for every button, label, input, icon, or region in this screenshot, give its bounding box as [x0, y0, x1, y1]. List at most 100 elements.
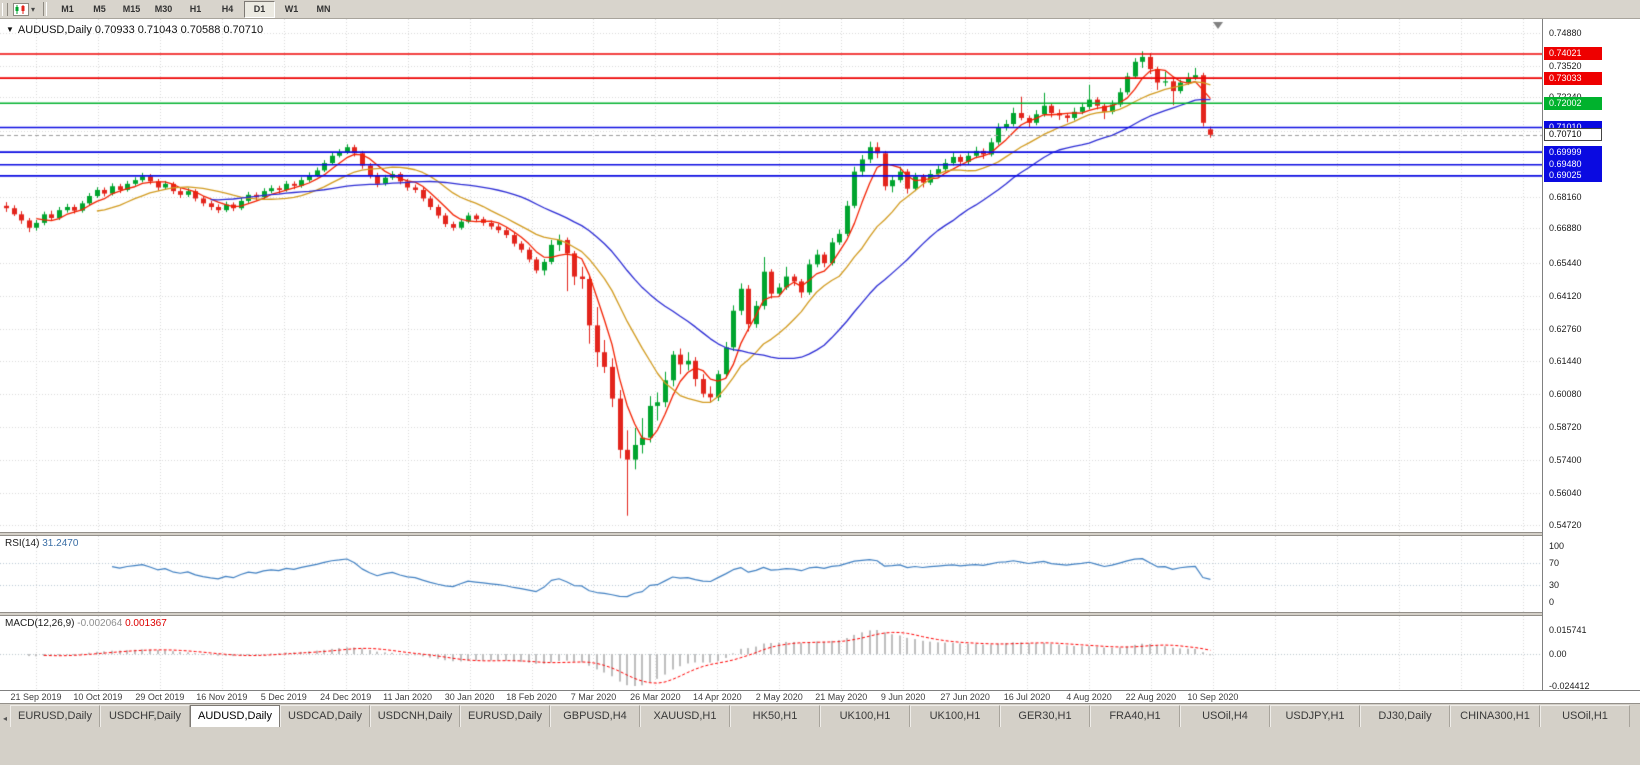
timeframe-button-group: M1 M5 M15 M30 H1 H4 D1 W1 MN [52, 0, 340, 18]
date-label: 10 Oct 2019 [73, 692, 123, 702]
timeframe-button-h4[interactable]: H4 [221, 3, 234, 14]
date-label: 29 Oct 2019 [135, 692, 185, 702]
date-label: 2 May 2020 [755, 692, 803, 702]
macd-panel-canvas[interactable] [0, 616, 1542, 690]
price-axis-label: 0.66880 [1549, 223, 1582, 234]
price-tag: 0.74021 [1544, 47, 1602, 61]
price-tag: 0.69025 [1544, 169, 1602, 183]
price-axis[interactable]: 0.748800.735200.722400.681600.668800.654… [1542, 19, 1640, 691]
date-label: 26 Mar 2020 [630, 692, 681, 702]
date-label: 30 Jan 2020 [444, 692, 495, 702]
chart-tab-usdjpy-h1[interactable]: USDJPY,H1 [1270, 705, 1360, 727]
timeframe-button-w1[interactable]: W1 [284, 3, 299, 14]
price-axis-label: 0.61440 [1549, 356, 1582, 366]
chart-tab-usdchf-daily[interactable]: USDCHF,Daily [100, 705, 190, 727]
dropdown-caret-icon[interactable]: ▾ [31, 4, 36, 14]
chart-tab-audusd-daily[interactable]: AUDUSD,Daily [190, 705, 280, 728]
date-label: 18 Feb 2020 [506, 692, 557, 702]
date-label: 21 Sep 2019 [10, 692, 62, 702]
price-axis-label: 0.60080 [1549, 389, 1582, 400]
date-label: 16 Jul 2020 [1003, 692, 1051, 702]
date-label: 7 Mar 2020 [570, 692, 617, 702]
macd-axis-label: 0.00 [1549, 649, 1567, 660]
rsi-level-label: 30 [1549, 580, 1560, 591]
window-bottom-area [0, 727, 1640, 765]
chart-tab-usoil-h4[interactable]: USOil,H4 [1180, 705, 1270, 727]
timeframe-button-m15[interactable]: M15 [122, 3, 141, 14]
date-label: 10 Sep 2020 [1187, 692, 1239, 702]
rsi-level-label: 100 [1549, 541, 1565, 551]
chart-tab-xauusd-h1[interactable]: XAUUSD,H1 [640, 705, 730, 727]
chart-tab-usdcad-daily[interactable]: USDCAD,Daily [280, 705, 370, 727]
chart-tab-dj30-daily[interactable]: DJ30,Daily [1360, 705, 1450, 727]
price-tag: 0.73033 [1544, 71, 1602, 85]
timeframe-button-h1[interactable]: H1 [189, 3, 202, 14]
macd-axis-label: -0.024412 [1549, 681, 1590, 691]
date-label: 21 May 2020 [815, 692, 868, 702]
rsi-panel-canvas[interactable] [0, 536, 1542, 612]
date-label: 22 Aug 2020 [1125, 692, 1177, 702]
chart-tab-uk100-h1[interactable]: UK100,H1 [910, 705, 1000, 727]
chart-tab-eurusd-daily[interactable]: EURUSD,Daily [10, 705, 100, 727]
price-axis-label: 0.74880 [1549, 28, 1582, 38]
chart-tab-fra40-h1[interactable]: FRA40,H1 [1090, 705, 1180, 727]
price-tag: 0.69999 [1544, 145, 1602, 159]
rsi-value: 31.2470 [42, 538, 79, 549]
rsi-level-label: 0 [1549, 597, 1555, 607]
price-axis-label: 0.73520 [1549, 61, 1582, 72]
date-label: 16 Nov 2019 [196, 692, 248, 702]
chart-type-icon[interactable] [12, 2, 30, 16]
ohlc-info-text: AUDUSD,Daily 0.70933 0.71043 0.70588 0.7… [17, 24, 264, 36]
timeframe-button-mn[interactable]: MN [316, 3, 331, 14]
rsi-name: RSI(14) [5, 538, 40, 549]
chart-tab-ger30-h1[interactable]: GER30,H1 [1000, 705, 1090, 727]
date-label: 5 Dec 2019 [260, 692, 307, 702]
date-label: 14 Apr 2020 [693, 692, 742, 702]
macd-axis-label: 0.015741 [1549, 625, 1587, 635]
price-axis-label: 0.68160 [1549, 192, 1582, 202]
price-axis-label: 0.62760 [1549, 323, 1582, 334]
date-label: 24 Dec 2019 [320, 692, 372, 702]
price-axis-label: 0.54720 [1549, 520, 1582, 530]
rsi-indicator-label: RSI(14) 31.2470 [5, 538, 78, 549]
date-label: 11 Jan 2020 [383, 692, 433, 702]
candlestick-icon-graphic [13, 2, 29, 16]
bid-price-tag: 0.70710 [1544, 128, 1602, 142]
price-axis-label: 0.57400 [1549, 454, 1582, 465]
macd-indicator-label: MACD(12,26,9) -0.002064 0.001367 [5, 618, 167, 629]
chart-tabs: EURUSD,Daily USDCHF,Daily AUDUSD,Daily USDC… [10, 705, 1630, 728]
macd-main-value: -0.002064 [77, 618, 123, 629]
price-chart-canvas[interactable] [0, 19, 1542, 532]
chart-tab-usdcnh-daily[interactable]: USDCNH,Daily [370, 705, 460, 727]
price-axis-label: 0.65440 [1549, 258, 1582, 269]
timeframe-button-m5[interactable]: M5 [93, 3, 106, 14]
date-label: 27 Jun 2020 [940, 692, 990, 702]
chart-tab-gbpusd-h4[interactable]: GBPUSD,H4 [550, 705, 640, 727]
timeframe-button-d1[interactable]: D1 [244, 0, 276, 18]
chart-tab-eurusd-daily[interactable]: EURUSD,Daily [460, 705, 550, 727]
chart-tab-bar: ◂ EURUSD,Daily USDCHF,Daily AUDUSD,Daily US… [0, 703, 1640, 728]
date-label: 9 Jun 2020 [880, 692, 926, 702]
tab-scroll-left-icon[interactable]: ◂ [2, 714, 7, 723]
macd-signal-value: 0.001367 [125, 618, 167, 629]
chart-tab-uk100-h1[interactable]: UK100,H1 [820, 705, 910, 727]
macd-name: MACD(12,26,9) [5, 618, 75, 629]
symbol-arrow-icon[interactable]: ▼ [6, 25, 14, 34]
toolbar-separator [43, 2, 48, 16]
chart-tab-usoil-h1[interactable]: USOil,H1 [1540, 705, 1630, 727]
time-axis[interactable]: 21 Sep 2019 10 Oct 2019 29 Oct 2019 16 Nov … [0, 690, 1640, 703]
price-tag: 0.72002 [1544, 96, 1602, 110]
chart-tab-hk50-h1[interactable]: HK50,H1 [730, 705, 820, 727]
price-axis-label: 0.64120 [1549, 290, 1582, 301]
chart-tab-china300-h1[interactable]: CHINA300,H1 [1450, 705, 1540, 727]
toolbar-drag-handle[interactable] [2, 2, 8, 16]
date-label: 4 Aug 2020 [1066, 692, 1112, 702]
timeframe-button-m1[interactable]: M1 [61, 3, 74, 14]
price-tag: 0.69480 [1544, 158, 1602, 172]
price-axis-label: 0.56040 [1549, 487, 1582, 498]
timeframe-button-m30[interactable]: M30 [154, 3, 173, 14]
chart-info-line: ▼ AUDUSD,Daily 0.70933 0.71043 0.70588 0.… [6, 24, 263, 36]
panel-splitter-macd[interactable] [0, 612, 1640, 616]
panel-splitter-rsi[interactable] [0, 532, 1640, 536]
